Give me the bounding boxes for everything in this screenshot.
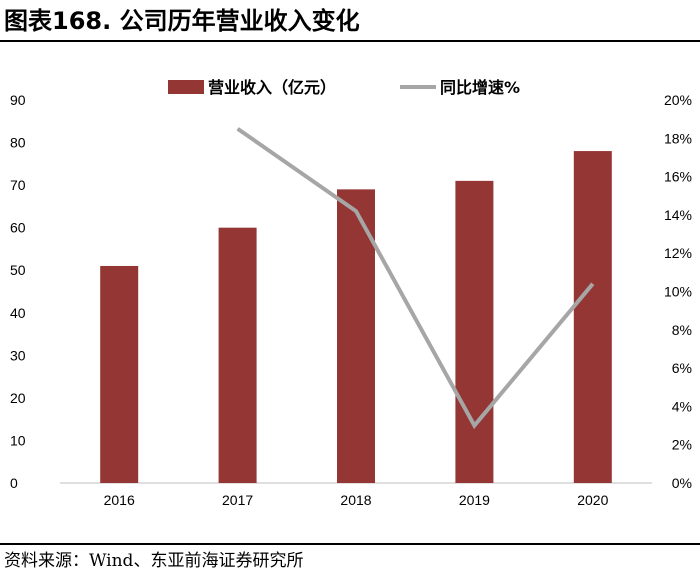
revenue-bar — [218, 227, 257, 483]
plot-area: 0 10 20 30 40 50 60 70 80 90 0% 2% 4% 6% 8% 10% 12% 14% 16… — [10, 92, 692, 508]
y-right-tick-label: 10% — [664, 284, 692, 300]
y-right-tick-label: 8% — [672, 322, 692, 338]
y-left-tick-label: 80 — [10, 135, 26, 151]
y-left-tick-label: 60 — [10, 220, 26, 236]
y-right-tick-label: 6% — [672, 360, 692, 376]
revenue-bar — [573, 151, 612, 484]
x-tick-label: 2020 — [577, 492, 608, 508]
title-rule — [0, 40, 700, 42]
y-left-tick-label: 40 — [10, 305, 26, 321]
y-left-tick-label: 90 — [10, 92, 26, 108]
y-right-tick-label: 0% — [672, 475, 692, 491]
legend-line-label: 同比增速% — [440, 78, 520, 97]
revenue-bar — [100, 265, 139, 483]
figure-title: 图表168. 公司历年营业收入变化 — [4, 7, 360, 35]
y-left-tick-label: 70 — [10, 177, 26, 193]
source-note: 资料来源：Wind、东亚前海证券研究所 — [4, 551, 304, 571]
y-left-tick-label: 10 — [10, 432, 26, 448]
y-right-tick-label: 14% — [664, 207, 692, 223]
revenue-bar — [455, 180, 494, 483]
y-left-tick-label: 50 — [10, 262, 26, 278]
x-tick-label: 2018 — [340, 492, 371, 508]
y-left-tick-label: 20 — [10, 390, 26, 406]
y-left-tick-label: 0 — [10, 475, 18, 491]
revenue-chart: 营业收入（亿元） 同比增速% 0 10 20 30 40 50 60 70 80 90 0% 2% 4%… — [10, 78, 692, 508]
y-left-tick-label: 30 — [10, 347, 26, 363]
x-tick-label: 2016 — [104, 492, 135, 508]
legend-bar-swatch — [168, 80, 204, 94]
y-right-tick-label: 12% — [664, 245, 692, 261]
y-right-tick-label: 2% — [672, 437, 692, 453]
x-tick-label: 2017 — [222, 492, 253, 508]
y-right-tick-label: 4% — [672, 398, 692, 414]
y-right-tick-label: 20% — [664, 92, 692, 108]
source-rule — [0, 543, 700, 545]
y-right-tick-label: 18% — [664, 130, 692, 146]
x-tick-label: 2019 — [459, 492, 490, 508]
revenue-bar — [337, 189, 375, 483]
y-right-tick-label: 16% — [664, 169, 692, 185]
chart-legend: 营业收入（亿元） 同比增速% — [168, 78, 520, 97]
legend-bar-label: 营业收入（亿元） — [208, 78, 336, 97]
growth-line — [236, 127, 595, 430]
